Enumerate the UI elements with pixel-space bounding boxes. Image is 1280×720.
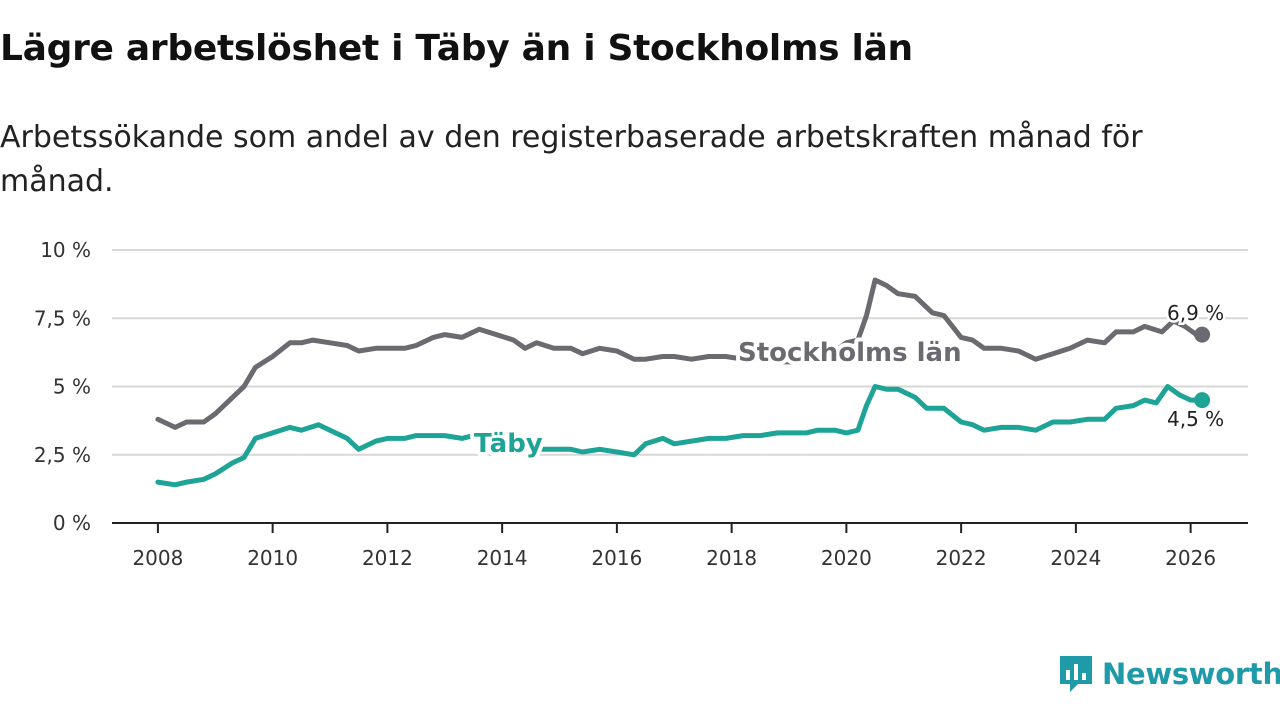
y-tick-label: 7,5 % [34, 306, 91, 330]
y-tick-label: 5 % [53, 375, 91, 399]
x-tick-label: 2026 [1165, 546, 1216, 570]
end-marker-stockholm [1194, 326, 1211, 343]
brand-name: Newsworthy [1102, 657, 1280, 691]
brand-logo: Newsworthy [1058, 654, 1280, 694]
grid-lines [112, 249, 1248, 456]
x-tick-label: 2022 [936, 546, 987, 570]
series-lines [155, 277, 1205, 488]
y-axis-labels: 0 % 2,5 % 5 % 7,5 % 10 % [34, 238, 91, 535]
x-tick-label: 2014 [477, 546, 528, 570]
x-tick-label: 2024 [1050, 546, 1101, 570]
series-line-stockholm [155, 277, 1205, 430]
y-tick-label: 2,5 % [34, 443, 91, 467]
x-tick-label: 2020 [821, 546, 872, 570]
end-marker-taby [1194, 392, 1211, 409]
end-value-stockholm: 6,9 % [1167, 301, 1224, 325]
x-tick-label: 2016 [591, 546, 642, 570]
chart-title: Lägre arbetslöshet i Täby än i Stockholm… [0, 28, 913, 69]
series-label-stockholm: Stockholms län [738, 338, 962, 368]
x-axis-ticks [156, 523, 1192, 533]
x-axis-labels: 2008 2010 2012 2014 2016 2018 2020 2022 2024 2026 [132, 546, 1216, 570]
series-label-taby: Täby [474, 429, 543, 459]
y-tick-label: 0 % [53, 511, 91, 535]
x-tick-label: 2018 [706, 546, 757, 570]
end-value-taby: 4,5 % [1167, 407, 1224, 431]
x-tick-label: 2008 [132, 546, 183, 570]
x-tick-label: 2012 [362, 546, 413, 570]
annotations: Stockholms län Täby 6,9 % 4,5 % [470, 299, 1227, 464]
x-tick-label: 2010 [247, 546, 298, 570]
series-line-taby [155, 384, 1205, 488]
chart-subtitle: Arbetssökande som andel av den registerb… [0, 120, 1143, 199]
newsworthy-logo-icon [1060, 656, 1092, 692]
y-tick-label: 10 % [40, 238, 91, 262]
end-markers [1194, 326, 1211, 409]
